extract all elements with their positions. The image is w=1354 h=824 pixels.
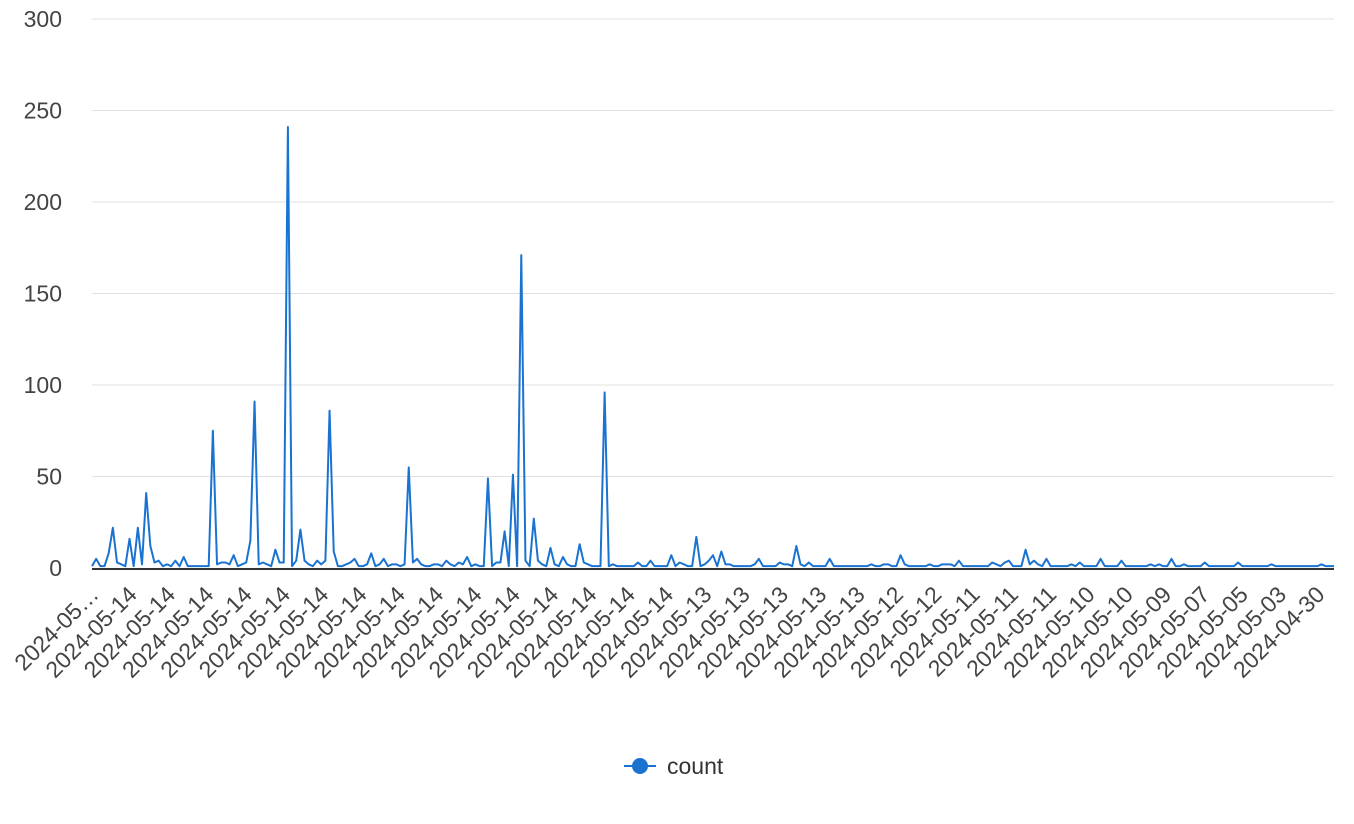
y-tick-label: 50 [36, 464, 62, 490]
y-tick-label: 0 [49, 555, 62, 581]
y-tick-label: 100 [24, 372, 62, 398]
gridlines [92, 18, 1334, 477]
y-tick-label: 150 [24, 281, 62, 307]
legend[interactable]: count [624, 753, 724, 779]
series-lines [91, 125, 1334, 568]
y-tick-label: 300 [24, 6, 62, 32]
y-tick-label: 200 [24, 189, 62, 215]
legend-series-marker [632, 758, 648, 774]
legend-label-count: count [667, 753, 724, 779]
y-tick-label: 250 [24, 98, 62, 124]
y-axis-tick-labels: 0 50 100 150 200 250 300 [24, 6, 62, 581]
x-axis-tick-labels: 2024-05…2024-05-142024-05-142024-05-1420… [9, 581, 1329, 683]
series-line-count[interactable] [91, 125, 1334, 568]
